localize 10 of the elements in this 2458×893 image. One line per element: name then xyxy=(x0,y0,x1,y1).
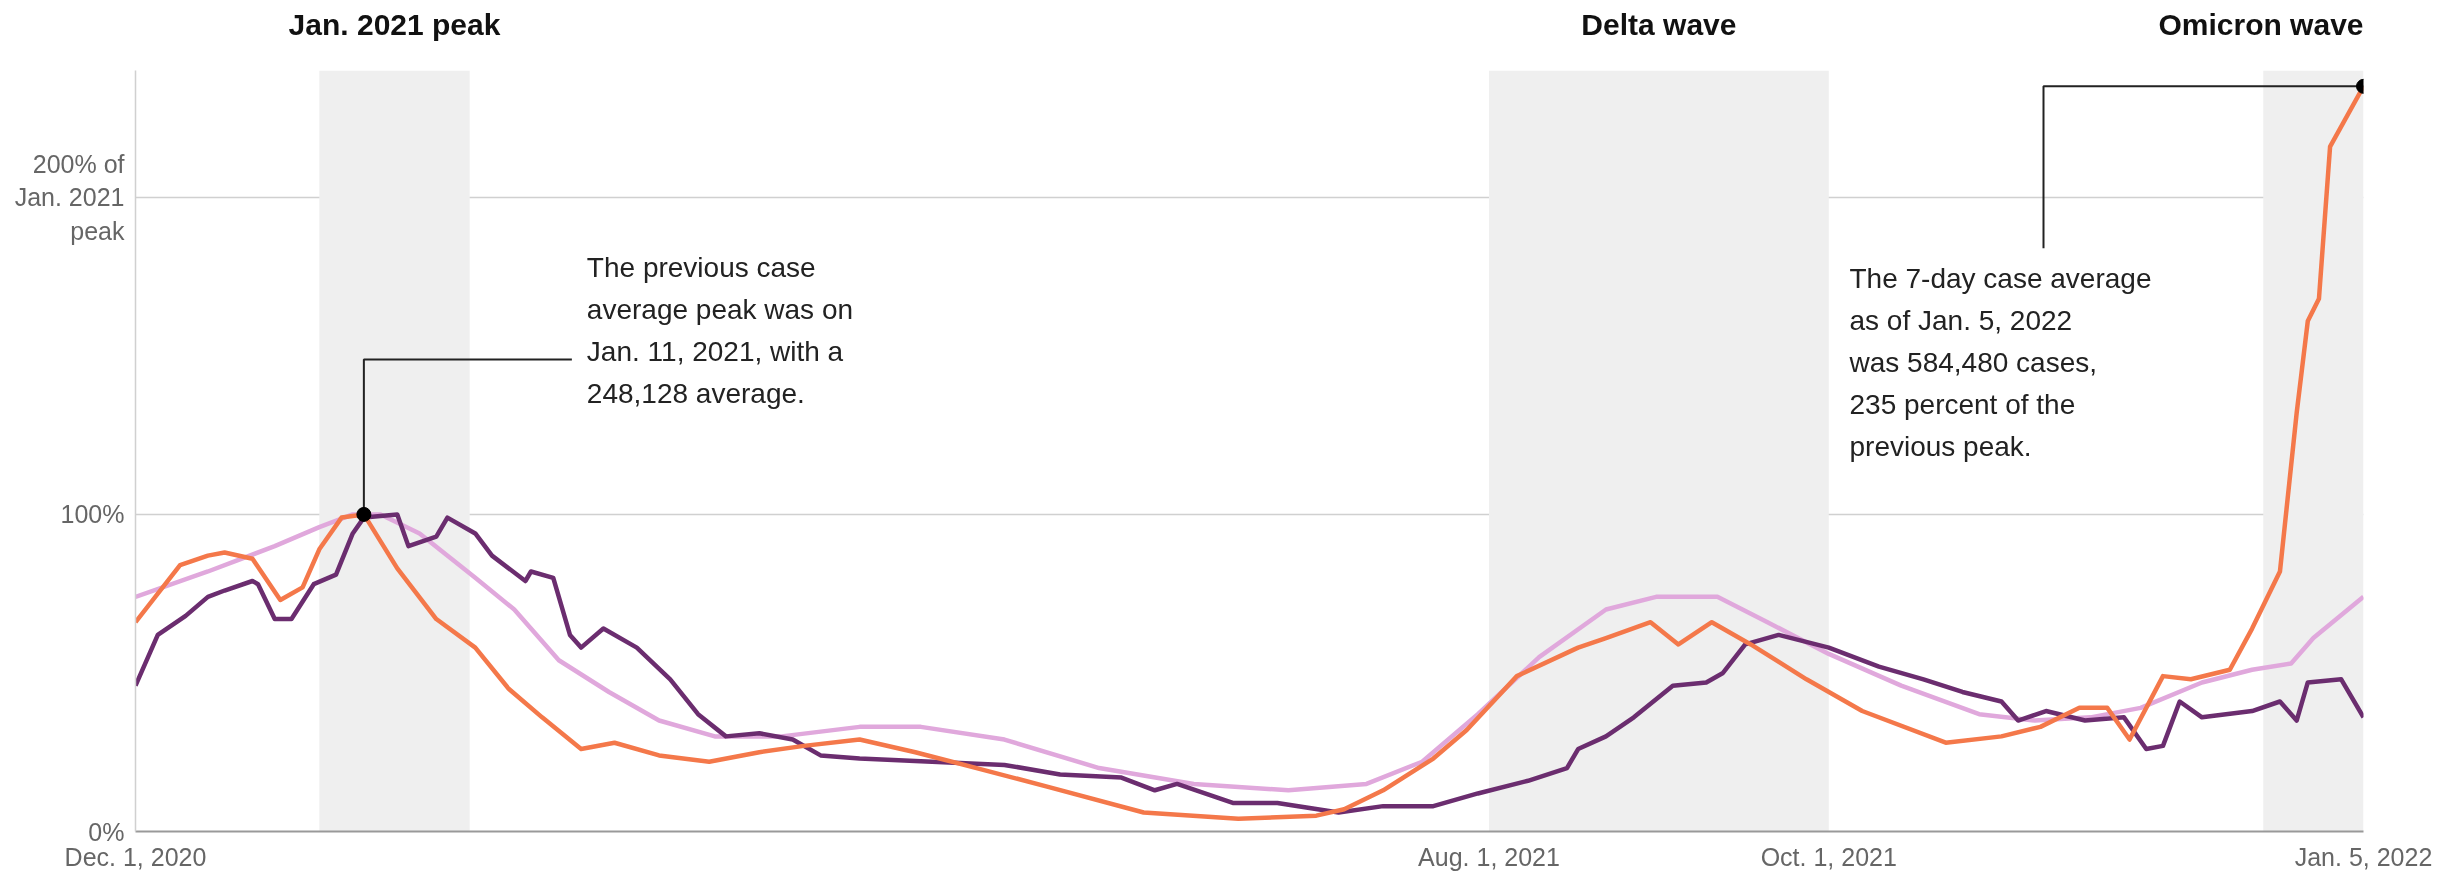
band-label: Omicron wave xyxy=(2158,8,2364,42)
band-label: Jan. 2021 peak xyxy=(288,8,501,42)
band-label: Delta wave xyxy=(1581,8,1737,42)
y-tick-label: 100% xyxy=(60,500,125,529)
annotation: The previous case average peak was on Jan. 11, 2021, with a 248,128 average. xyxy=(586,252,854,409)
x-tick-label: Oct. 1, 2021 xyxy=(1760,842,1897,871)
x-tick-label: Jan. 5, 2022 xyxy=(2294,842,2433,871)
annotation: The 7-day case average as of Jan. 5, 2022 was 584,480 cases, 235 percent of the previous peak. xyxy=(1848,263,2152,462)
x-tick-label: Aug. 1, 2021 xyxy=(1418,842,1560,871)
y-tick-label: 200% of Jan. 2021 peak xyxy=(14,149,125,245)
